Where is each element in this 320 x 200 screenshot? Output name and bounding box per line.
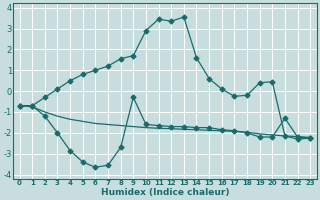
X-axis label: Humidex (Indice chaleur): Humidex (Indice chaleur) xyxy=(100,188,229,197)
